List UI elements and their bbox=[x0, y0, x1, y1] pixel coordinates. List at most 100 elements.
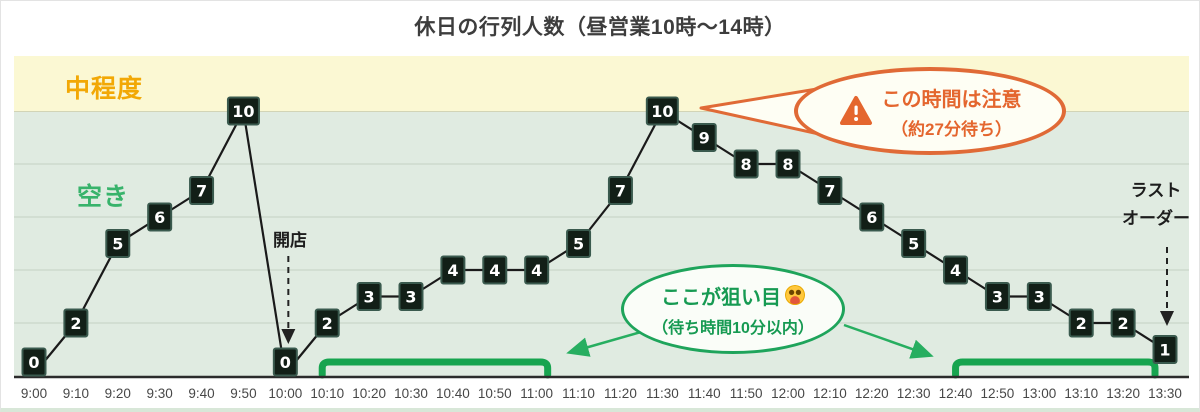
data-point-value: 9 bbox=[699, 129, 710, 148]
data-point-value: 3 bbox=[992, 288, 1003, 307]
x-tick-label: 13:30 bbox=[1148, 386, 1182, 401]
data-point-box bbox=[1026, 282, 1052, 311]
x-tick-label: 12:30 bbox=[897, 386, 931, 401]
warning-callout-text: この時間は注意 （約27分待ち） bbox=[882, 83, 1022, 140]
data-point-value: 8 bbox=[741, 155, 752, 174]
x-tick-label: 12:10 bbox=[813, 386, 847, 401]
target-callout-line1: ここが狙い目 bbox=[661, 281, 805, 310]
data-point-value: 10 bbox=[232, 102, 254, 121]
data-point-value: 1 bbox=[1159, 341, 1170, 360]
data-point-box bbox=[1110, 308, 1136, 338]
data-point-box bbox=[607, 176, 633, 205]
x-tick-label: 10:40 bbox=[436, 386, 470, 401]
data-point-box bbox=[817, 176, 843, 205]
data-point-value: 2 bbox=[322, 314, 333, 333]
data-point-box bbox=[21, 347, 47, 377]
data-point-value: 7 bbox=[615, 182, 626, 201]
target-arrow-left bbox=[566, 330, 642, 357]
data-point-box bbox=[733, 149, 759, 179]
page-title: 休日の行列人数（昼営業10時〜14時） bbox=[414, 16, 786, 39]
x-tick-label: 10:00 bbox=[268, 386, 302, 401]
data-point-box bbox=[984, 282, 1010, 311]
x-tick-label: 9:20 bbox=[105, 386, 131, 401]
highlight-bracket bbox=[952, 358, 1159, 379]
data-point-value: 4 bbox=[489, 261, 500, 280]
x-tick-label: 13:10 bbox=[1064, 386, 1098, 401]
target-callout-line1-text: ここが狙い目 bbox=[661, 286, 781, 309]
data-point-box bbox=[691, 123, 717, 152]
x-tick-label: 11:10 bbox=[562, 386, 595, 401]
last-order-line2: オーダー bbox=[1122, 209, 1190, 228]
data-point-box bbox=[398, 282, 424, 311]
x-tick-label: 12:40 bbox=[939, 386, 973, 401]
x-tick-label: 11:40 bbox=[688, 386, 721, 401]
data-point-value: 0 bbox=[280, 353, 291, 372]
x-tick-label: 13:00 bbox=[1022, 386, 1056, 401]
data-point-value: 5 bbox=[112, 235, 123, 254]
data-point-value: 4 bbox=[950, 261, 961, 280]
data-point-value: 5 bbox=[573, 235, 584, 254]
x-tick-label: 10:10 bbox=[310, 386, 344, 401]
data-point-box bbox=[63, 308, 89, 338]
x-tick-label: 12:20 bbox=[855, 386, 889, 401]
data-point-value: 2 bbox=[1118, 314, 1129, 333]
warning-triangle-icon bbox=[839, 96, 872, 125]
data-point-value: 7 bbox=[824, 182, 835, 201]
warning-callout-line1: この時間は注意 bbox=[881, 88, 1022, 111]
x-tick-label: 9:40 bbox=[188, 386, 214, 401]
data-point-value: 6 bbox=[154, 208, 165, 227]
data-point-value: 2 bbox=[70, 314, 81, 333]
data-point-value: 3 bbox=[364, 288, 375, 307]
annotation-opening: 開店 bbox=[273, 231, 307, 250]
yum-face-emoji-icon bbox=[785, 285, 805, 305]
x-tick-label: 9:30 bbox=[147, 386, 173, 401]
x-tick-label: 9:00 bbox=[21, 386, 47, 401]
data-point-value: 3 bbox=[405, 288, 416, 307]
data-point-box bbox=[482, 255, 508, 285]
x-tick-label: 11:30 bbox=[646, 386, 679, 401]
data-point-box bbox=[440, 255, 466, 285]
x-tick-label: 11:00 bbox=[520, 386, 553, 401]
data-point-box bbox=[524, 255, 550, 285]
x-tick-label: 10:20 bbox=[352, 386, 386, 401]
warning-callout-bubble: この時間は注意 （約27分待ち） bbox=[794, 67, 1066, 155]
data-point-box bbox=[189, 176, 215, 205]
x-tick-label: 11:50 bbox=[730, 386, 763, 401]
data-point-box bbox=[775, 149, 801, 179]
data-point-box bbox=[645, 96, 679, 126]
data-point-box bbox=[566, 229, 592, 258]
data-point-box bbox=[901, 229, 927, 258]
data-point-box bbox=[1152, 335, 1178, 364]
data-point-value: 4 bbox=[531, 261, 542, 280]
data-point-box bbox=[147, 202, 173, 232]
target-arrow-right bbox=[843, 323, 934, 359]
x-tick-label: 9:10 bbox=[63, 386, 89, 401]
data-point-value: 6 bbox=[866, 208, 877, 227]
data-point-box bbox=[859, 202, 885, 232]
annotation-last-order: ラスト オーダー bbox=[1119, 177, 1193, 233]
target-callout-bubble: ここが狙い目 （待ち時間10分以内） bbox=[621, 264, 845, 354]
data-point-value: 5 bbox=[908, 235, 919, 254]
data-point-box bbox=[356, 282, 382, 311]
x-tick-label: 10:50 bbox=[478, 386, 512, 401]
data-point-value: 3 bbox=[1034, 288, 1045, 307]
data-point-value: 7 bbox=[196, 182, 207, 201]
data-point-box bbox=[105, 229, 131, 258]
target-callout-line2: （待ち時間10分以内） bbox=[652, 319, 814, 337]
data-point-value: 10 bbox=[651, 102, 673, 121]
last-order-line1: ラスト bbox=[1130, 181, 1182, 200]
x-tick-label: 12:00 bbox=[771, 386, 805, 401]
x-tick-label: 13:20 bbox=[1106, 386, 1140, 401]
data-point-value: 2 bbox=[1076, 314, 1087, 333]
data-point-value: 4 bbox=[447, 261, 458, 280]
data-point-box bbox=[943, 255, 969, 285]
x-tick-label: 11:20 bbox=[604, 386, 637, 401]
band-free bbox=[14, 111, 1189, 377]
data-point-value: 8 bbox=[782, 155, 793, 174]
highlight-bracket bbox=[318, 358, 552, 379]
x-tick-label: 9:50 bbox=[230, 386, 256, 401]
data-point-box bbox=[272, 347, 298, 377]
data-point-box bbox=[226, 96, 260, 126]
